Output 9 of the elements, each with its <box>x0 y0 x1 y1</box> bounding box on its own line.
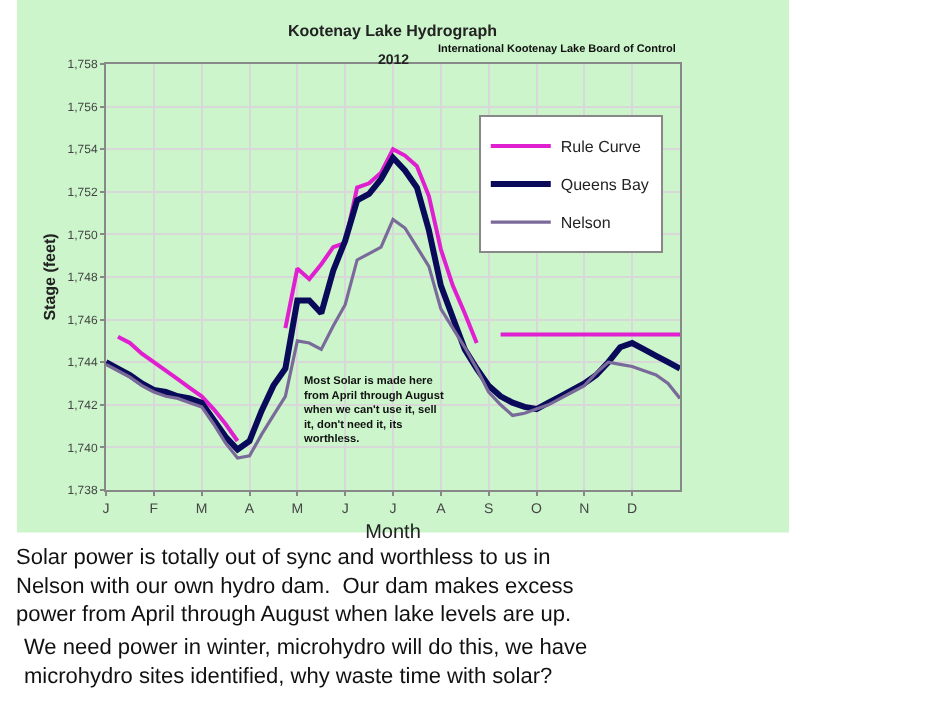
text: Solar power is totally out of sync and worthless to us in Nelson with our own hydro dam. Our dam makes excess power from April through August when lake levels are up. <box>16 546 575 628</box>
chart-title: Kootenay Lake Hydrograph <box>288 22 498 40</box>
legend-label: Nelson <box>560 214 611 233</box>
y-axis-title: Stage (feet) <box>40 232 59 321</box>
line-series <box>106 217 680 460</box>
legend-label: Queens Bay <box>560 176 649 195</box>
x-axis-title: Month <box>365 521 421 544</box>
legend-label: Rule Curve <box>560 138 642 157</box>
text: We need power in winter, microhydro will do this, we have microhydro sites identified, why waste time with solar? <box>24 636 588 689</box>
